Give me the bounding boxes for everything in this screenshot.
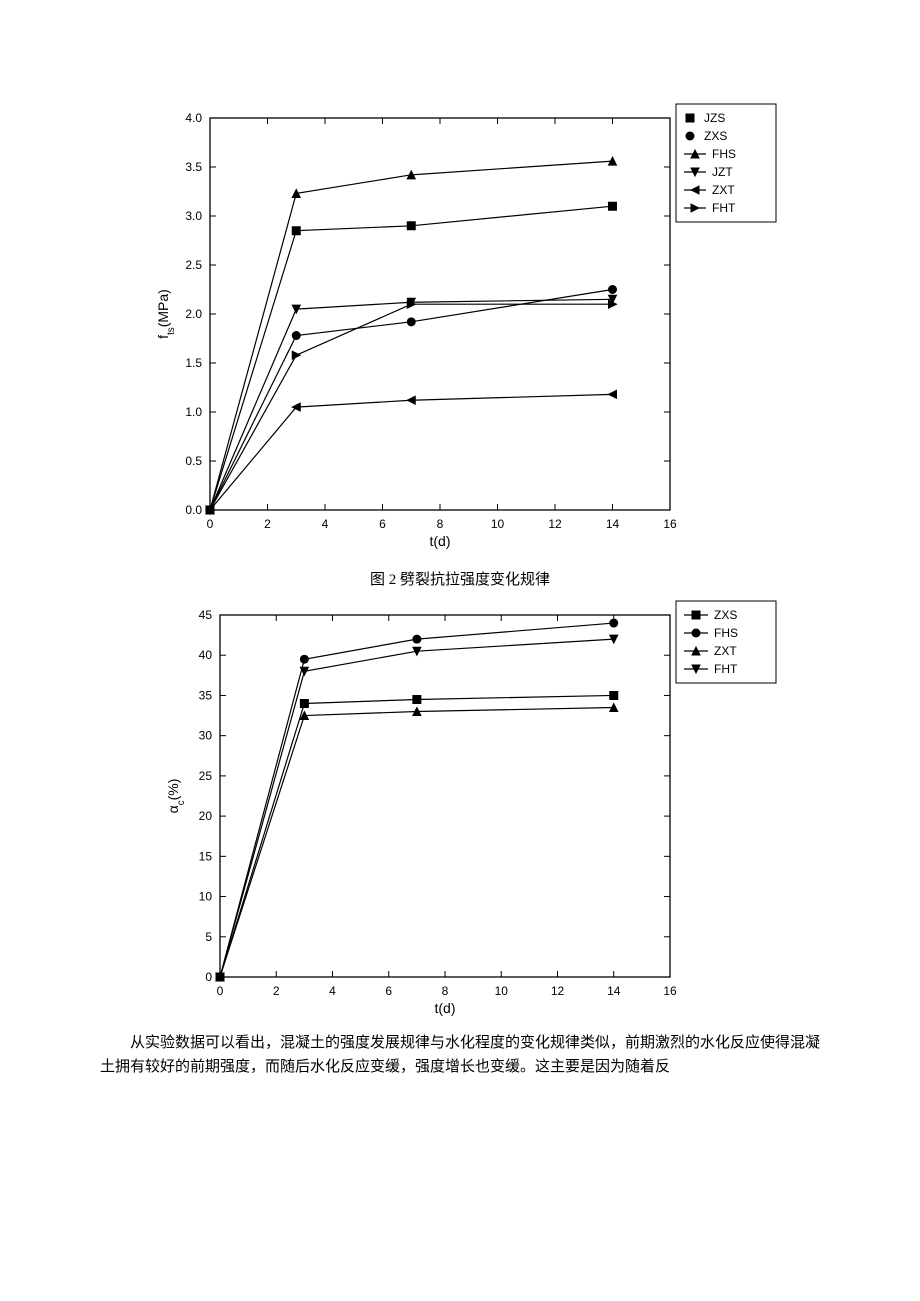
svg-text:ZXT: ZXT: [714, 644, 737, 658]
svg-text:40: 40: [199, 648, 213, 662]
svg-text:4: 4: [322, 517, 329, 531]
svg-text:25: 25: [199, 769, 213, 783]
svg-text:t(d): t(d): [430, 533, 451, 549]
svg-text:FHS: FHS: [714, 626, 738, 640]
svg-text:fts(MPa): fts(MPa): [155, 289, 177, 339]
svg-text:12: 12: [548, 517, 562, 531]
page: 0 2 4 6 8 10 12 14 16 0.0 0.5 1.0 1.5 2.0 2.5 3.0 3.5 4.0…: [0, 0, 920, 1139]
svg-text:4: 4: [329, 984, 336, 998]
chart1-svg: 0 2 4 6 8 10 12 14 16 0.0 0.5 1.0 1.5 2.0 2.5 3.0 3.5 4.0…: [140, 100, 780, 560]
svg-text:20: 20: [199, 809, 213, 823]
svg-text:15: 15: [199, 849, 213, 863]
svg-text:4.0: 4.0: [185, 111, 202, 125]
body-paragraph: 从实验数据可以看出，混凝土的强度发展规律与水化程度的变化规律类似，前期激烈的水化…: [100, 1031, 820, 1079]
svg-text:JZT: JZT: [712, 165, 733, 179]
svg-text:3.5: 3.5: [185, 160, 202, 174]
svg-text:0.5: 0.5: [185, 454, 202, 468]
svg-text:14: 14: [606, 517, 620, 531]
svg-text:2.5: 2.5: [185, 258, 202, 272]
svg-text:3.0: 3.0: [185, 209, 202, 223]
svg-text:FHT: FHT: [714, 662, 738, 676]
svg-text:0: 0: [207, 517, 214, 531]
svg-text:ZXS: ZXS: [704, 129, 727, 143]
svg-text:16: 16: [663, 517, 677, 531]
svg-text:6: 6: [385, 984, 392, 998]
svg-text:ZXT: ZXT: [712, 183, 735, 197]
figure-2-caption: 图 2 劈裂抗拉强度变化规律: [100, 568, 820, 589]
svg-text:8: 8: [442, 984, 449, 998]
svg-text:10: 10: [199, 890, 213, 904]
svg-text:30: 30: [199, 729, 213, 743]
svg-text:1.5: 1.5: [185, 356, 202, 370]
figure-2: 0 2 4 6 8 10 12 14 16 0.0 0.5 1.0 1.5 2.0 2.5 3.0 3.5 4.0…: [100, 100, 820, 560]
svg-text:16: 16: [663, 984, 677, 998]
svg-text:ZXS: ZXS: [714, 608, 737, 622]
svg-text:1.0: 1.0: [185, 405, 202, 419]
svg-text:2: 2: [264, 517, 271, 531]
svg-text:45: 45: [199, 608, 213, 622]
svg-text:0.0: 0.0: [185, 503, 202, 517]
svg-text:t(d): t(d): [435, 1000, 456, 1016]
svg-text:0: 0: [217, 984, 224, 998]
svg-text:5: 5: [205, 930, 212, 944]
svg-text:2: 2: [273, 984, 280, 998]
svg-text:10: 10: [495, 984, 509, 998]
chart2-svg: 0 2 4 6 8 10 12 14 16 0 5 10 15 20 25 30 35 40 45 t(d) αc(%)…: [140, 597, 780, 1027]
svg-text:35: 35: [199, 688, 213, 702]
svg-text:6: 6: [379, 517, 386, 531]
svg-text:0: 0: [205, 970, 212, 984]
figure-3: 0 2 4 6 8 10 12 14 16 0 5 10 15 20 25 30 35 40 45 t(d) αc(%)…: [100, 597, 820, 1027]
svg-text:12: 12: [551, 984, 565, 998]
svg-text:αc(%): αc(%): [165, 779, 187, 814]
svg-text:2.0: 2.0: [185, 307, 202, 321]
svg-text:FHT: FHT: [712, 201, 736, 215]
svg-text:JZS: JZS: [704, 111, 725, 125]
svg-text:8: 8: [437, 517, 444, 531]
svg-text:14: 14: [607, 984, 621, 998]
svg-text:10: 10: [491, 517, 505, 531]
svg-text:FHS: FHS: [712, 147, 736, 161]
